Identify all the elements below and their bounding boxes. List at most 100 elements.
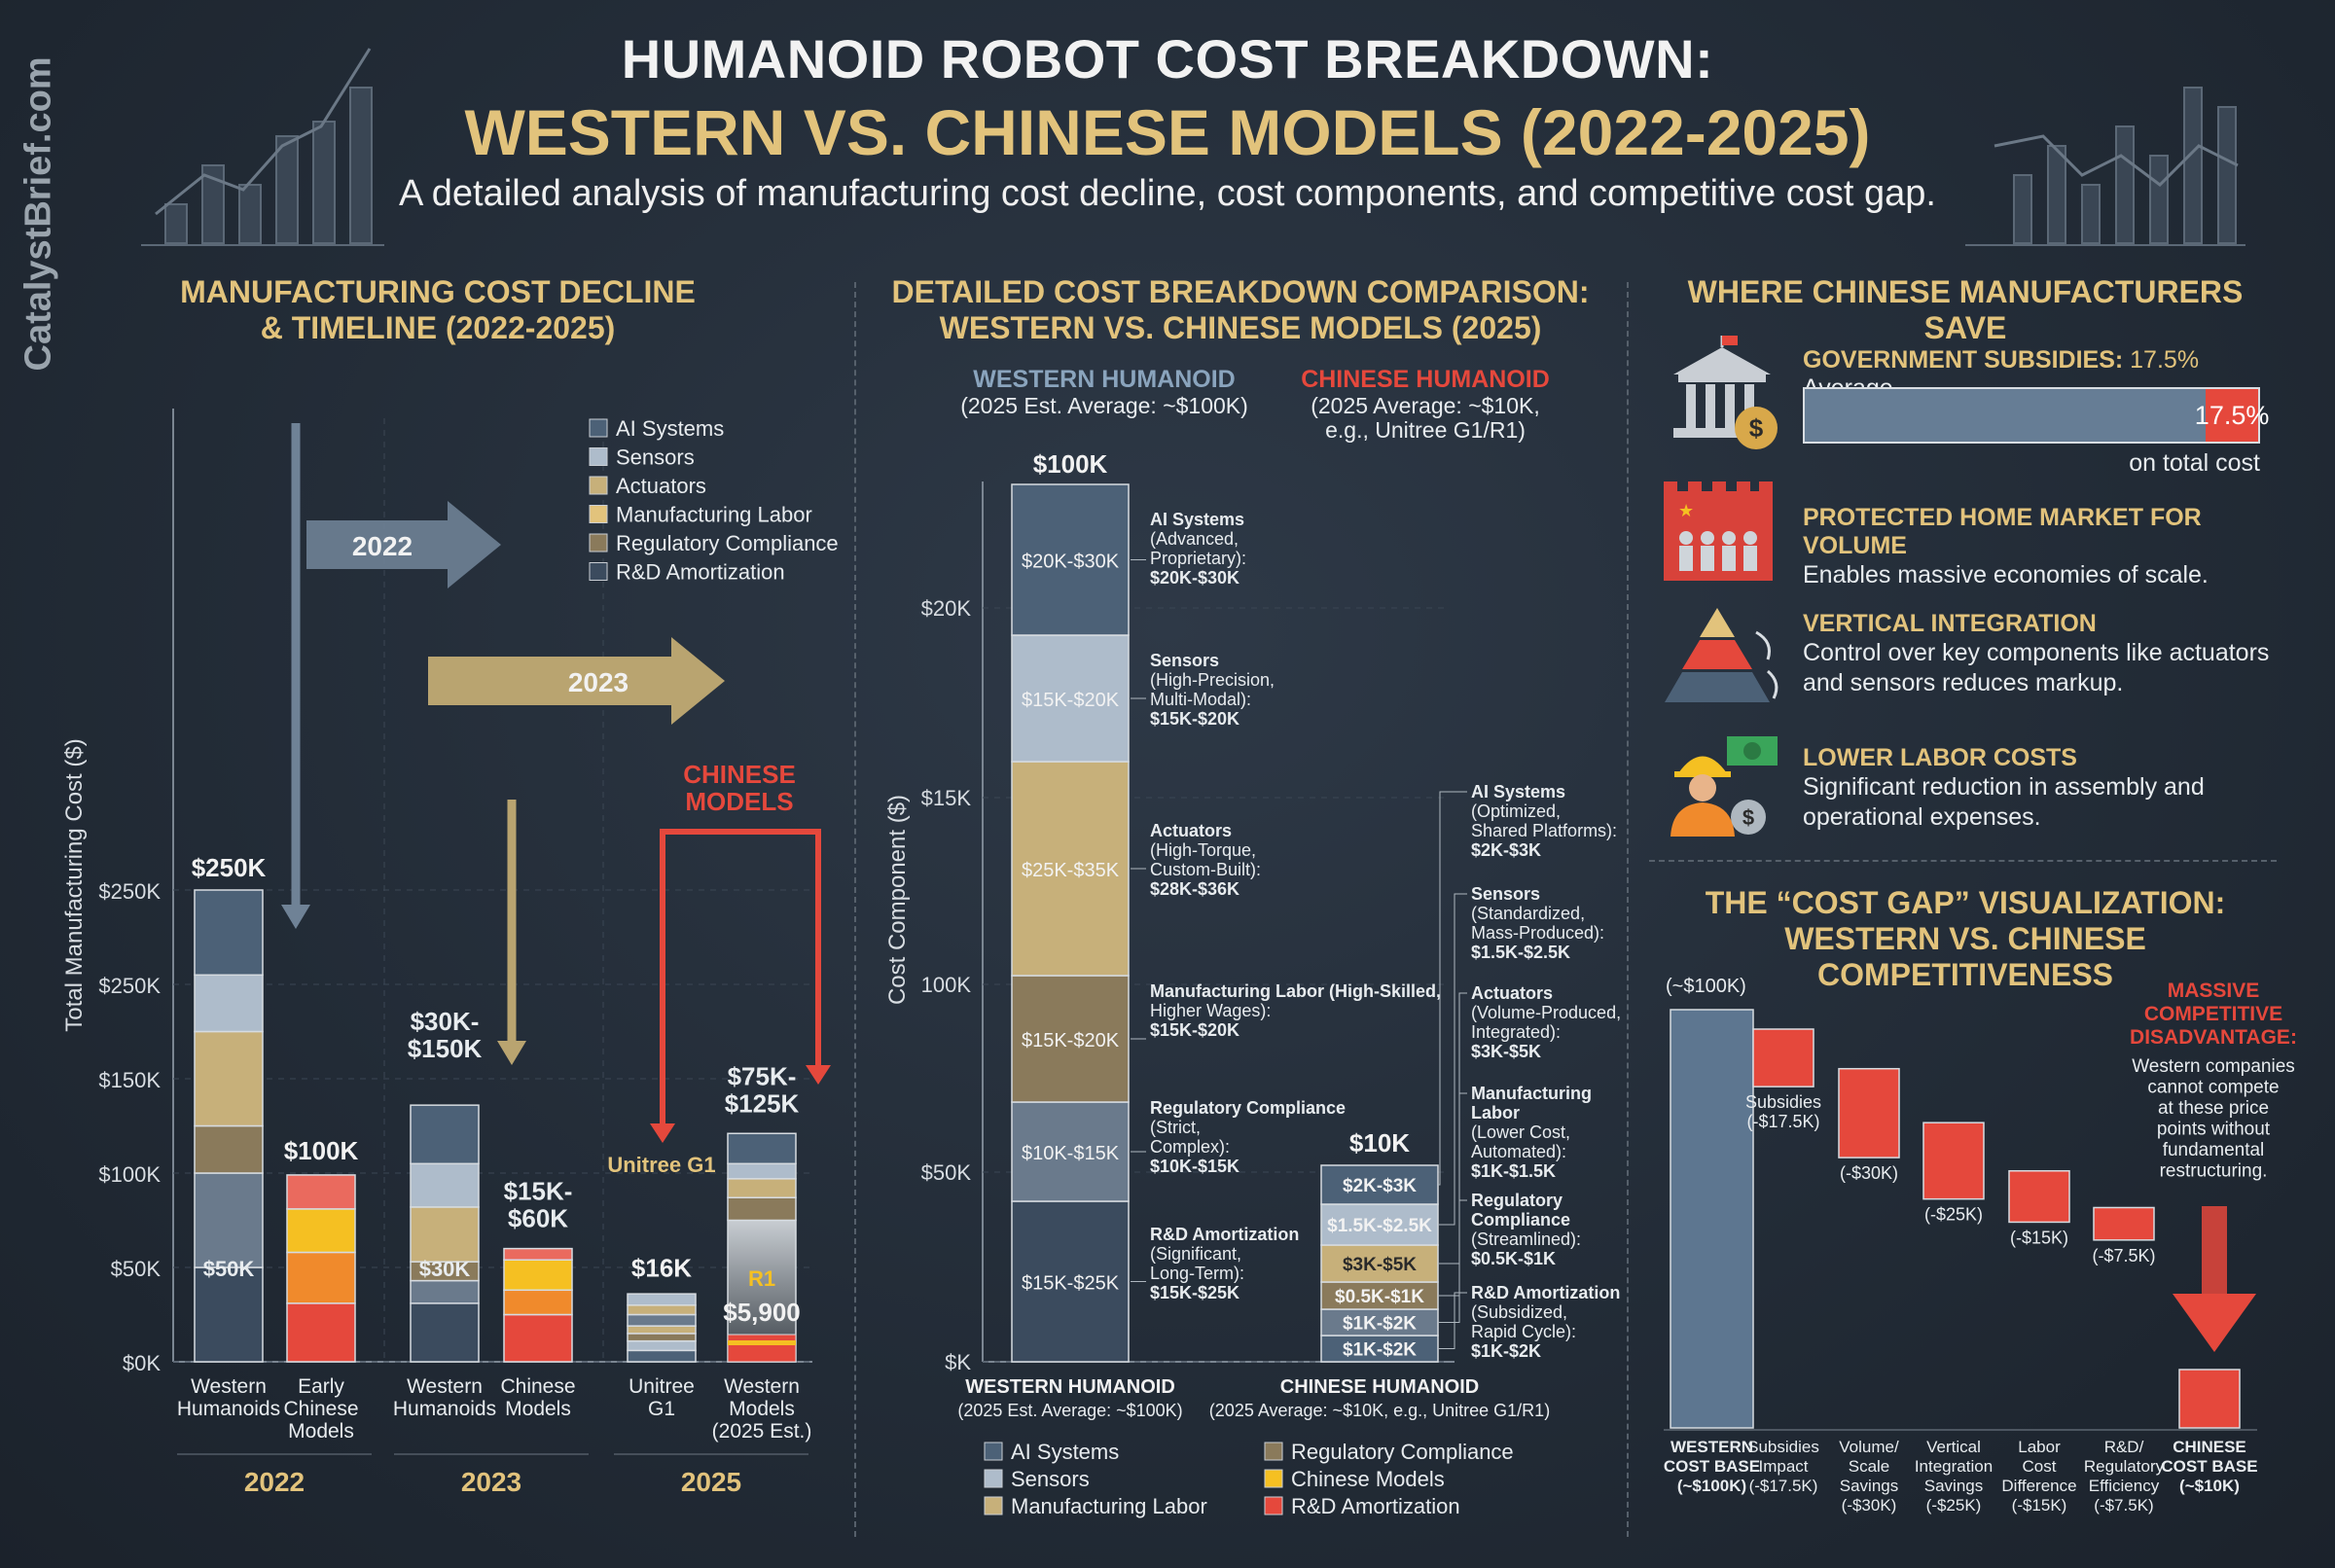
bar-segment	[194, 889, 264, 977]
bar-total-label: $100K	[284, 1136, 359, 1165]
y-tick-label: $250K	[98, 974, 161, 998]
arrow-2022	[306, 501, 501, 588]
saving-item-desc: Control over key components like actuato…	[1803, 639, 2270, 697]
saving-item-home-market: PROTECTED HOME MARKET FOR VOLUME Enables…	[1803, 504, 2280, 590]
waterfall-bar-label: (-$7.5K)	[2092, 1246, 2155, 1265]
y-tick-label: $K	[945, 1350, 971, 1374]
bar-segment	[194, 1266, 264, 1363]
group-label: 2022	[244, 1467, 305, 1497]
chinese-note: Actuators (Volume-Produced, Integrated): $3…	[1471, 983, 1621, 1061]
y-tick-label: $250K	[98, 879, 161, 904]
r1-price-label: $5,900	[723, 1298, 801, 1327]
legend-swatch	[589, 418, 608, 438]
note-connector	[1438, 1199, 1467, 1323]
bar-segment	[503, 1313, 573, 1363]
waterfall-bar-label: (-$25K)	[1924, 1205, 1983, 1225]
bar-segment	[410, 1206, 480, 1263]
bar-segment	[194, 1124, 264, 1174]
y-tick-label: $15K	[921, 786, 972, 810]
legend-swatch	[984, 1442, 1003, 1461]
x-label-chinese: CHINESE HUMANOID	[1280, 1376, 1479, 1398]
legend-label: AI Systems	[1011, 1440, 1119, 1464]
legend-swatch	[1264, 1442, 1283, 1461]
subsidy-bar: 17.5%	[1803, 387, 2269, 444]
breakdown-chart-title: DETAILED COST BREAKDOWN COMPARISON: WESTE…	[876, 274, 1605, 346]
callout-body: Western companies cannot compete at these …	[2132, 1056, 2295, 1182]
subsidy-title: GOVERNMENT SUBSIDIES:	[1803, 346, 2124, 374]
cost-gap-title: THE “COST GAP” VISUALIZATION: WESTERN VS.…	[1649, 885, 2281, 992]
waterfall-x-label: Volume/Scale Savings (-$30K)	[1839, 1438, 1899, 1515]
callout-arrow-head	[2173, 1294, 2256, 1352]
bar-segment	[286, 1174, 356, 1210]
legend-label: Manufacturing Labor	[1011, 1494, 1207, 1518]
page-subtitle: A detailed analysis of manufacturing cos…	[398, 173, 1936, 214]
waterfall-x-label: R&D/Regulatory Efficiency (-$7.5K)	[2084, 1438, 2165, 1515]
arrow-2022-label: 2022	[352, 531, 413, 561]
legend-swatch	[589, 447, 608, 466]
waterfall-bar-label: Subsidies (-$17.5K)	[1745, 1092, 1821, 1131]
bar-total-label: $250K	[192, 853, 267, 882]
western-heading: WESTERN HUMANOID	[973, 366, 1235, 393]
waterfall-bar	[1838, 1067, 1900, 1158]
waterfall-x-label: Subsidies Impact (-$17.5K)	[1747, 1438, 1819, 1495]
chinese-segment-label: $3K-$5K	[1343, 1255, 1417, 1275]
saving-item-vertical-integration: VERTICAL INTEGRATION Control over key co…	[1803, 610, 2280, 699]
x-label-western: WESTERN HUMANOID	[965, 1376, 1175, 1398]
bar-segment	[194, 1172, 264, 1268]
waterfall-bar	[1922, 1122, 1985, 1200]
r1-label: R1	[748, 1266, 775, 1291]
chinese-segment-label: $1K-$2K	[1343, 1340, 1417, 1361]
chinese-total-label: $10K	[1349, 1128, 1410, 1158]
western-note: Manufacturing Labor (High-Skilled, Higher…	[1150, 981, 1441, 1040]
note-connector	[1438, 893, 1467, 1226]
legend-swatch	[1264, 1496, 1283, 1515]
section-divider-1	[854, 282, 856, 1537]
bar-total-label: $30K-$150K	[408, 1007, 483, 1063]
waterfall-x-label: CHINESE COST BASE (~$10K)	[2161, 1438, 2257, 1495]
western-note: Sensors (High-Precision, Multi-Modal): $15K…	[1150, 651, 1275, 729]
x-category-label: Chinese Models	[500, 1375, 575, 1420]
legend-swatch	[589, 505, 608, 523]
down-arrow-2023-head	[497, 1041, 526, 1065]
western-subheading: (2025 Est. Average: ~$100K)	[960, 393, 1248, 418]
bar-segment	[503, 1259, 573, 1292]
western-bar-segment	[1011, 483, 1130, 636]
legend-label: Manufacturing Labor	[616, 503, 812, 527]
callout-title: MASSIVE COMPETITIVE DISADVANTAGE:	[2130, 980, 2297, 1049]
bar-inner-label: $50K	[203, 1257, 255, 1281]
waterfall-bar	[2093, 1206, 2155, 1241]
subsidy-note: on total cost	[2129, 449, 2260, 477]
r1-bar	[727, 1334, 797, 1363]
y-tick-label: $50K	[921, 1160, 972, 1185]
bar-total-label: $75K-$125K	[725, 1061, 800, 1118]
waterfall-x-label: Labor Cost Difference (-$15K)	[2001, 1438, 2076, 1515]
bar-segment	[627, 1293, 697, 1306]
chinese-note: AI Systems (Optimized, Shared Platforms): $…	[1471, 782, 1617, 860]
bar-total-label: $15K-$60K	[504, 1177, 573, 1233]
note-connector	[1438, 992, 1467, 1265]
subsidy-bar-label: 17.5%	[2194, 400, 2270, 430]
chinese-note: R&D Amortization (Subsidized, Rapid Cycle)…	[1471, 1283, 1620, 1361]
note-connector	[1438, 1092, 1467, 1297]
bar-segment	[410, 1104, 480, 1165]
savings-title: WHERE CHINESE MANUFACTURERS SAVE	[1687, 274, 2244, 345]
note-connector	[1438, 1292, 1467, 1349]
western-note: R&D Amortization (Significant, Long-Term):…	[1150, 1225, 1299, 1302]
breakdown-title-text: DETAILED COST BREAKDOWN COMPARISON: WESTE…	[891, 274, 1590, 345]
chinese-segment-label: $1.5K-$2.5K	[1327, 1216, 1432, 1236]
western-note: Actuators (High-Torque, Custom-Built): $28K…	[1150, 821, 1261, 899]
legend-label: R&D Amortization	[616, 560, 785, 585]
y-tick-label: $150K	[98, 1068, 161, 1092]
arrow-2023	[428, 637, 725, 725]
worker-icon: $	[1670, 736, 1778, 837]
chinese-note: Regulatory Compliance (Streamlined): $0.5K-…	[1471, 1191, 1581, 1268]
saving-item-desc: Significant reduction in assembly and op…	[1803, 773, 2205, 832]
chinese-models-label: CHINESE MODELS	[683, 760, 796, 816]
y-tick-label: $100K	[98, 1162, 161, 1187]
chinese-bar-segment	[1320, 1308, 1439, 1336]
chinese-bracket-head-right	[806, 1065, 831, 1085]
x-sublabel-western: (2025 Est. Average: ~$100K)	[957, 1401, 1182, 1420]
x-category-label: Western Models (2025 Est.)	[712, 1375, 812, 1443]
waterfall-x-label: Vertical Integration Savings (-$25K)	[1915, 1438, 1993, 1515]
western-segment-label: $10K-$15K	[1022, 1143, 1120, 1164]
